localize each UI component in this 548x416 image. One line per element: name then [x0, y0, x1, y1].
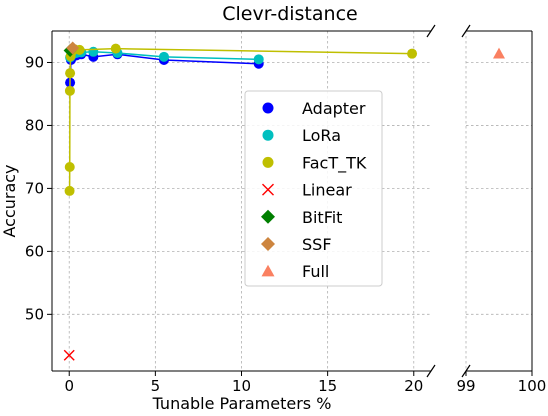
data-point-full: [493, 47, 505, 59]
legend-label-fact-tk: FacT_TK: [302, 153, 367, 173]
legend-label-adapter: Adapter: [302, 99, 366, 118]
legend-label-lora: LoRa: [302, 126, 341, 145]
y-tick-label: 80: [25, 116, 44, 134]
legend-label-full: Full: [302, 262, 329, 281]
x-tick-label: 15: [318, 377, 337, 395]
y-tick-label: 60: [25, 242, 44, 260]
x-tick-label: 99: [456, 377, 475, 395]
legend-marker-linear: [262, 183, 274, 196]
x-tick-label: 10: [232, 377, 251, 395]
legend-marker-adapter: [262, 102, 274, 114]
legend-label-bitfit: BitFit: [302, 208, 342, 227]
axis-break-mark: [426, 24, 436, 38]
y-tick-label: 90: [25, 53, 44, 71]
data-point-linear-stroke: [63, 349, 75, 361]
legend-marker-ssf: [261, 237, 275, 251]
y-axis-label: Accuracy: [0, 164, 19, 237]
data-point-fact-tk: [64, 162, 75, 172]
data-point-fact-tk: [64, 85, 75, 96]
y-tick-label: 50: [25, 305, 44, 323]
x-tick-label: 5: [151, 377, 161, 395]
x-tick-label: 100: [518, 377, 547, 395]
data-point-fact-tk: [64, 185, 75, 196]
data-point-fact-tk: [65, 68, 76, 79]
data-point-ssf: [66, 41, 80, 55]
y-tick-label: 70: [25, 179, 44, 197]
legend-box: [244, 90, 383, 287]
data-point-fact-tk: [110, 43, 121, 54]
legend-marker-bitfit: [261, 209, 275, 224]
legend-marker-linear-stroke: [262, 183, 274, 196]
x-tick-label: 20: [404, 377, 423, 395]
axis-break-mark: [426, 364, 436, 378]
legend-marker-fact-tk: [262, 156, 274, 168]
legend-marker-lora: [262, 129, 274, 141]
data-point-lora: [88, 46, 99, 57]
axis-break-mark: [461, 24, 471, 38]
data-point-lora: [158, 51, 169, 62]
legend-label-ssf: SSF: [302, 235, 332, 254]
legend-label-linear: Linear: [302, 181, 352, 200]
data-point-lora: [253, 54, 264, 65]
data-point-linear: [63, 349, 75, 361]
data-point-fact-tk: [407, 48, 418, 59]
x-axis-label: Tunable Parameters %: [152, 394, 332, 412]
chart-title: Clevr-distance: [222, 3, 357, 25]
legend-marker-full: [261, 264, 275, 277]
x-tick-label: 0: [64, 377, 74, 395]
